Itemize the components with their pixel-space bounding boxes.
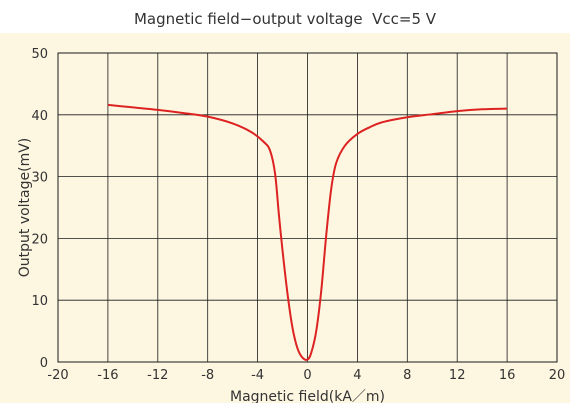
x-tick-label: 16 [499, 368, 516, 383]
y-tick-label: 10 [31, 294, 48, 309]
x-tick-label: -20 [47, 368, 68, 383]
x-axis-ticks: -20 -16 -12 -8 -4 0 4 8 12 16 20 [47, 368, 565, 383]
grid [57, 52, 558, 363]
y-tick-label: 50 [31, 47, 48, 62]
x-tick-label: 0 [303, 368, 311, 383]
x-tick-label: 4 [353, 368, 361, 383]
y-tick-label: 40 [31, 109, 48, 124]
x-tick-label: -16 [97, 368, 118, 383]
x-tick-label: -8 [201, 368, 214, 383]
x-tick-label: 12 [449, 368, 466, 383]
y-axis-ticks: 0 10 20 30 40 50 [31, 47, 48, 371]
x-tick-label: 8 [403, 368, 411, 383]
x-axis-label: Magnetic field(kA／m) [230, 389, 385, 403]
series-line [107, 103, 508, 361]
chart-title: Magnetic field−output voltage Vcc=5 V [133, 10, 437, 28]
x-tick-label: 20 [549, 368, 566, 383]
x-tick-label: -4 [251, 368, 264, 383]
y-tick-label: 0 [40, 356, 48, 371]
y-tick-label: 20 [31, 232, 48, 247]
y-axis-label: Output voltage(mV) [17, 138, 33, 278]
series [107, 103, 508, 361]
y-tick-label: 30 [31, 171, 48, 186]
x-tick-label: -12 [147, 368, 168, 383]
